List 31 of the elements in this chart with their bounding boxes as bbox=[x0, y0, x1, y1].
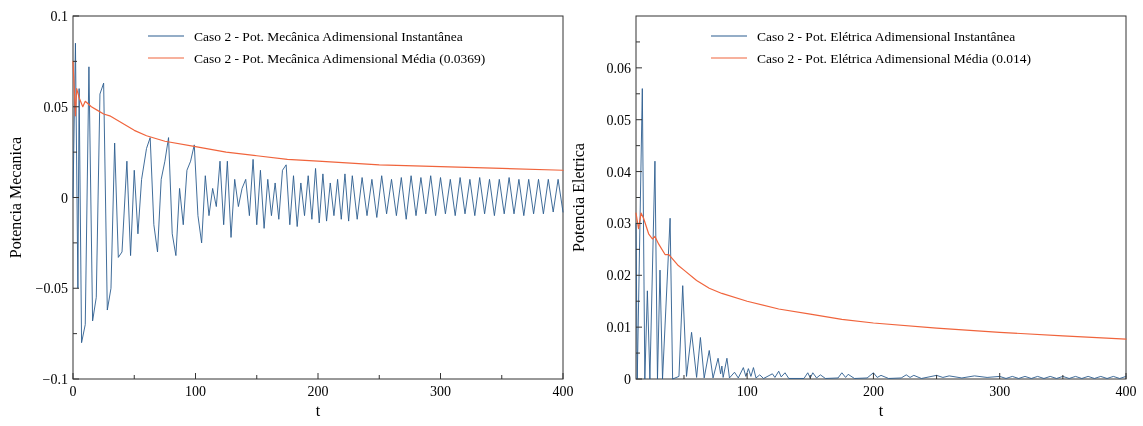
y-tick-label: 0.1 bbox=[50, 9, 68, 24]
x-tick-label: 200 bbox=[862, 384, 884, 399]
legend-label: Caso 2 - Pot. Elétrica Adimensional Média (0.014) bbox=[757, 51, 1032, 66]
legend-label: Caso 2 - Pot. Elétrica Adimensional Instantânea bbox=[757, 29, 1016, 44]
legend-label: Caso 2 - Pot. Mecânica Adimensional Média (0.0369) bbox=[194, 51, 486, 66]
line-series bbox=[72, 42, 564, 344]
line-series bbox=[635, 212, 1127, 340]
x-axis-title: t bbox=[878, 402, 884, 419]
y-tick-label: 0.01 bbox=[606, 320, 631, 336]
x-tick-label: 100 bbox=[185, 384, 206, 399]
x-tick-label: 300 bbox=[430, 384, 451, 399]
y-tick-label: 0 bbox=[624, 372, 631, 387]
x-tick-label: 100 bbox=[736, 384, 758, 399]
y-tick-label: −0.05 bbox=[35, 281, 68, 297]
x-tick-label: 200 bbox=[307, 384, 329, 399]
line-series bbox=[635, 88, 1127, 380]
y-axis-title: Potencia Eletrica bbox=[570, 143, 587, 252]
y-tick-label: 0.06 bbox=[606, 60, 631, 76]
y-axis-title: Potencia Mecanica bbox=[7, 136, 24, 259]
x-tick-label: 300 bbox=[989, 384, 1011, 399]
y-tick-label: −0.1 bbox=[42, 372, 68, 387]
legend-label: Caso 2 - Pot. Mecânica Adimensional Instantânea bbox=[194, 29, 463, 44]
y-tick-label: 0.05 bbox=[43, 99, 68, 115]
x-tick-label: 400 bbox=[1115, 384, 1137, 399]
y-tick-label: 0.03 bbox=[606, 216, 631, 232]
y-tick-label: 0.05 bbox=[606, 112, 631, 128]
y-tick-label: 0 bbox=[61, 190, 68, 206]
x-tick-label: 400 bbox=[552, 384, 574, 399]
x-axis-title: t bbox=[315, 402, 321, 419]
y-tick-label: 0.04 bbox=[606, 164, 631, 180]
y-tick-label: 0.02 bbox=[606, 268, 631, 284]
